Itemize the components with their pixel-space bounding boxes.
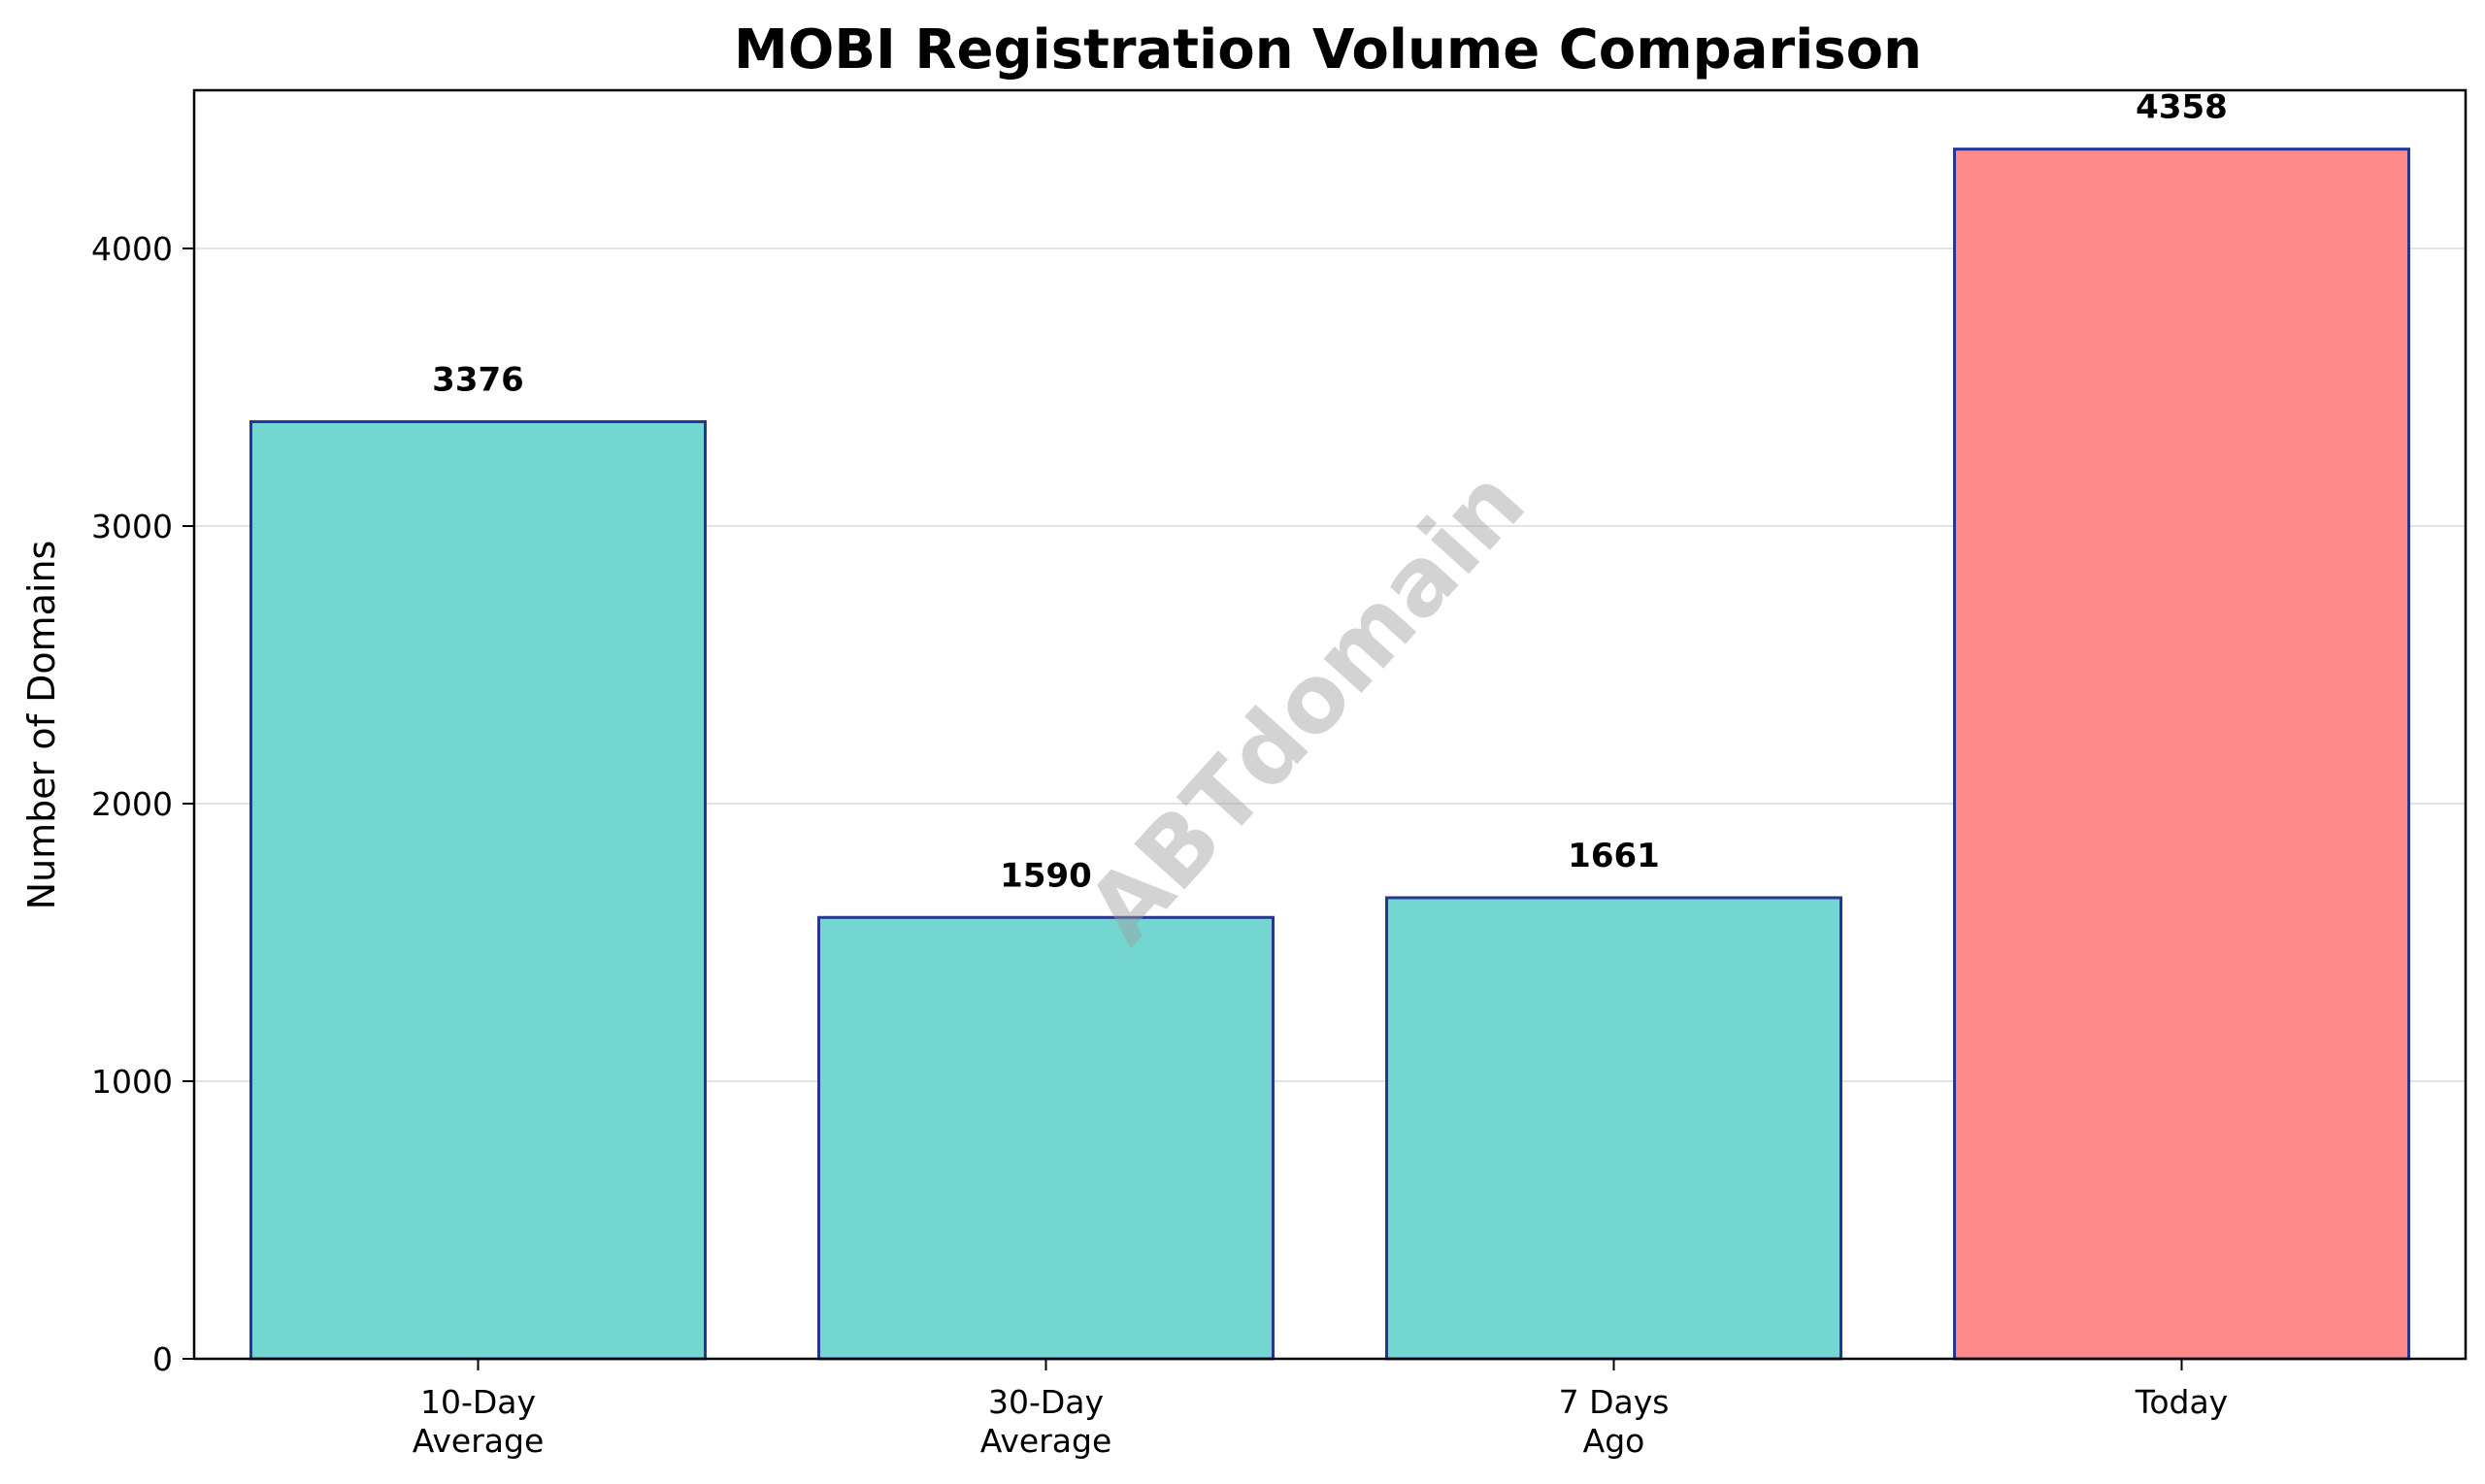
- value-labels: 3376 1590 1661 4358: [432, 88, 2228, 896]
- x-tick-label-line: Average: [980, 1422, 1112, 1460]
- y-tick-label: 0: [152, 1340, 173, 1378]
- x-tick-label-line: 7 Days: [1559, 1383, 1670, 1421]
- x-tick-label-line: 30-Day: [988, 1383, 1104, 1421]
- y-axis-label: Number of Domains: [20, 541, 63, 910]
- x-tick-label-line: 10-Day: [420, 1383, 536, 1421]
- y-tick-label: 3000: [91, 508, 173, 545]
- x-tick-label-line: Ago: [1583, 1422, 1645, 1460]
- bars: [249, 148, 2410, 1361]
- x-tick-label: 30-Day Average: [980, 1383, 1112, 1460]
- bar: [1385, 896, 1842, 1361]
- x-tick-label: 10-Day Average: [413, 1383, 545, 1460]
- y-axis-ticks: 0 1000 2000 3000 4000: [91, 230, 194, 1378]
- bar: [1953, 148, 2410, 1361]
- bar-value-label: 1590: [1000, 856, 1092, 895]
- y-tick-label: 1000: [91, 1063, 173, 1101]
- bar-value-label: 1661: [1568, 837, 1660, 875]
- y-tick-label: 4000: [91, 230, 173, 268]
- chart-title: MOBI Registration Volume Comparison: [734, 18, 1922, 82]
- bar-value-label: 4358: [2136, 88, 2228, 127]
- y-tick-label: 2000: [91, 785, 173, 823]
- x-tick-label: 7 Days Ago: [1559, 1383, 1670, 1460]
- x-tick-label-line: Average: [413, 1422, 545, 1460]
- x-tick-label: Today: [2135, 1383, 2228, 1421]
- x-tick-label-line: Today: [2135, 1383, 2228, 1421]
- bar: [249, 419, 707, 1361]
- bar-value-label: 3376: [432, 360, 524, 399]
- bar: [817, 915, 1275, 1361]
- plot-frame: [192, 88, 2468, 1361]
